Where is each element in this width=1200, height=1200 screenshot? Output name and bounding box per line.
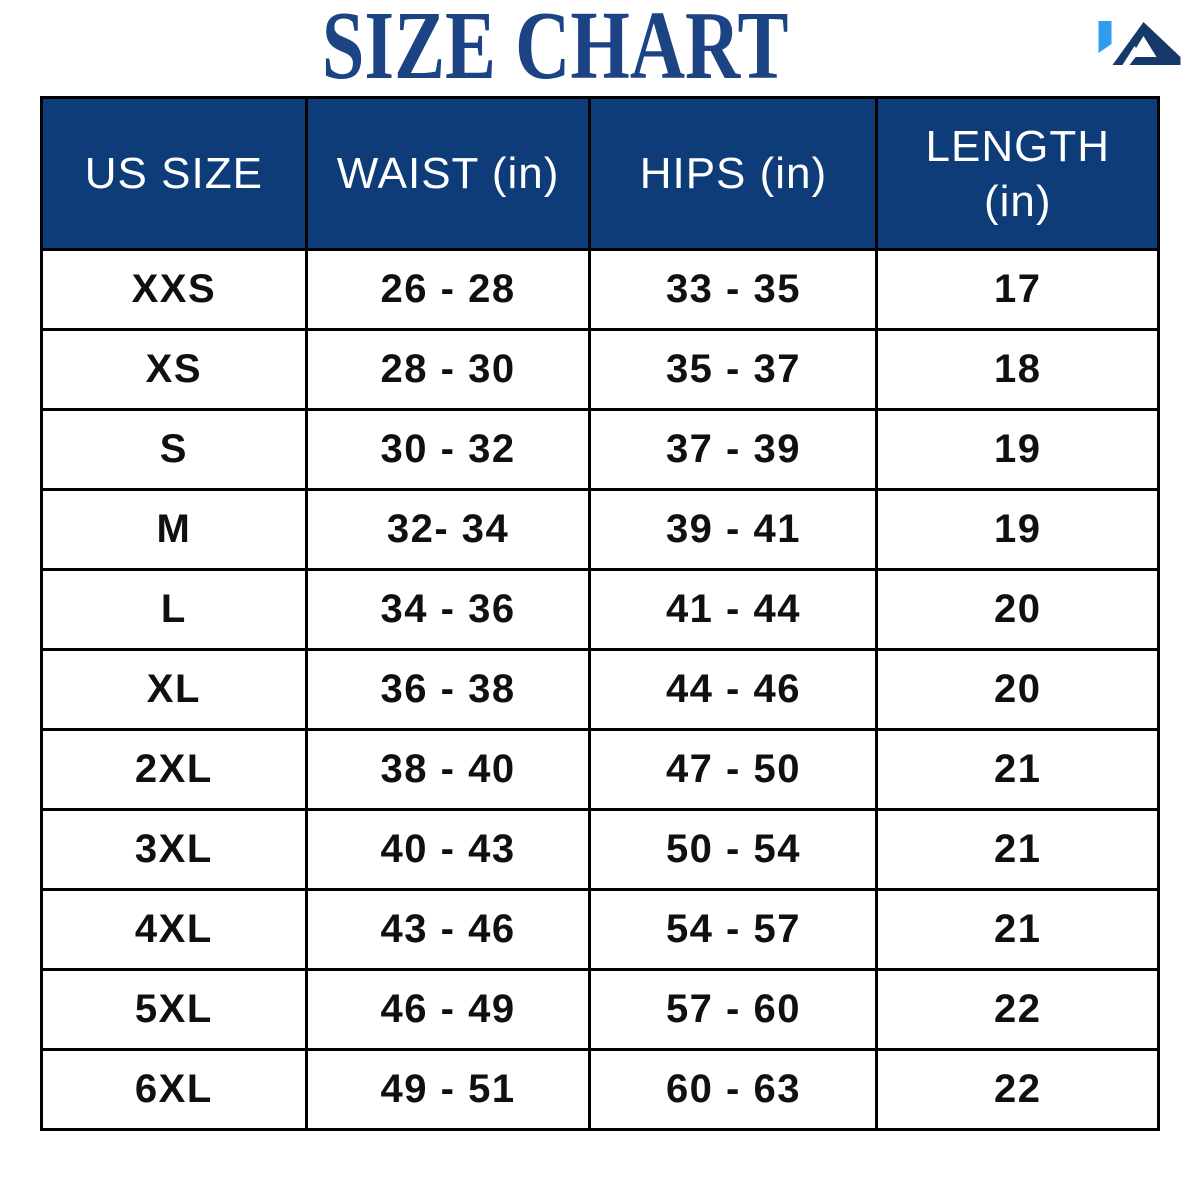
cell-length: 18: [875, 328, 1160, 411]
cell-waist: 43 - 46: [304, 888, 592, 971]
cell-hips: 57 - 60: [588, 968, 879, 1051]
cell-us-size: 2XL: [40, 728, 308, 811]
cell-us-size: XS: [40, 328, 308, 411]
cell-waist: 38 - 40: [304, 728, 592, 811]
cell-length: 19: [875, 408, 1160, 491]
cell-us-size: XXS: [40, 248, 308, 331]
cell-length: 22: [875, 1048, 1160, 1131]
cell-hips: 37 - 39: [588, 408, 879, 491]
cell-length: 21: [875, 888, 1160, 971]
cell-hips: 41 - 44: [588, 568, 879, 651]
logo-blue-bar-shape: [1098, 21, 1112, 53]
cell-hips: 47 - 50: [588, 728, 879, 811]
table-row: XXS 26 - 28 33 - 35 17: [40, 248, 1160, 331]
title-area: SIZE CHART: [0, 0, 1110, 96]
cell-hips: 33 - 35: [588, 248, 879, 331]
logo-a-gap-shape: [1122, 46, 1140, 65]
cell-waist: 49 - 51: [304, 1048, 592, 1131]
table-row: L 34 - 36 41 - 44 20: [40, 568, 1160, 651]
cell-waist: 30 - 32: [304, 408, 592, 491]
cell-hips: 39 - 41: [588, 488, 879, 571]
column-header-hips: HIPS (in): [588, 96, 879, 251]
table-row: 2XL 38 - 40 47 - 50 21: [40, 728, 1160, 811]
table-header: US SIZE WAIST (in) HIPS (in) LENGTH (in): [40, 96, 1160, 251]
cell-us-size: 6XL: [40, 1048, 308, 1131]
ia-brand-logo-icon: [1098, 21, 1181, 65]
table-row: 3XL 40 - 43 50 - 54 21: [40, 808, 1160, 891]
table-row: 4XL 43 - 46 54 - 57 21: [40, 888, 1160, 971]
cell-us-size: M: [40, 488, 308, 571]
cell-length: 21: [875, 808, 1160, 891]
cell-us-size: 4XL: [40, 888, 308, 971]
column-header-waist: WAIST (in): [304, 96, 592, 251]
header-row: US SIZE WAIST (in) HIPS (in) LENGTH (in): [40, 96, 1160, 251]
cell-length: 20: [875, 648, 1160, 731]
cell-hips: 44 - 46: [588, 648, 879, 731]
cell-hips: 50 - 54: [588, 808, 879, 891]
column-header-length: LENGTH (in): [875, 96, 1160, 251]
column-header-us-size: US SIZE: [40, 96, 308, 251]
cell-length: 19: [875, 488, 1160, 571]
cell-hips: 60 - 63: [588, 1048, 879, 1131]
cell-waist: 26 - 28: [304, 248, 592, 331]
cell-length: 21: [875, 728, 1160, 811]
cell-waist: 46 - 49: [304, 968, 592, 1051]
cell-length: 20: [875, 568, 1160, 651]
cell-waist: 28 - 30: [304, 328, 592, 411]
cell-waist: 40 - 43: [304, 808, 592, 891]
cell-length: 22: [875, 968, 1160, 1051]
cell-waist: 34 - 36: [304, 568, 592, 651]
table-row: M 32- 34 39 - 41 19: [40, 488, 1160, 571]
table-row: S 30 - 32 37 - 39 19: [40, 408, 1160, 491]
size-chart-table: US SIZE WAIST (in) HIPS (in) LENGTH (in)…: [40, 96, 1160, 1131]
cell-hips: 35 - 37: [588, 328, 879, 411]
table-row: XL 36 - 38 44 - 46 20: [40, 648, 1160, 731]
cell-hips: 54 - 57: [588, 888, 879, 971]
size-table-body: XXS 26 - 28 33 - 35 17 XS 28 - 30 35 - 37 18 S 30…: [40, 248, 1160, 1131]
table-row: XS 28 - 30 35 - 37 18: [40, 328, 1160, 411]
table-row: 6XL 49 - 51 60 - 63 22: [40, 1048, 1160, 1131]
cell-length: 17: [875, 248, 1160, 331]
page-title: SIZE CHART: [321, 0, 789, 100]
table-row: 5XL 46 - 49 57 - 60 22: [40, 968, 1160, 1051]
cell-waist: 32- 34: [304, 488, 592, 571]
cell-waist: 36 - 38: [304, 648, 592, 731]
cell-us-size: 3XL: [40, 808, 308, 891]
cell-us-size: S: [40, 408, 308, 491]
cell-us-size: XL: [40, 648, 308, 731]
cell-us-size: L: [40, 568, 308, 651]
cell-us-size: 5XL: [40, 968, 308, 1051]
